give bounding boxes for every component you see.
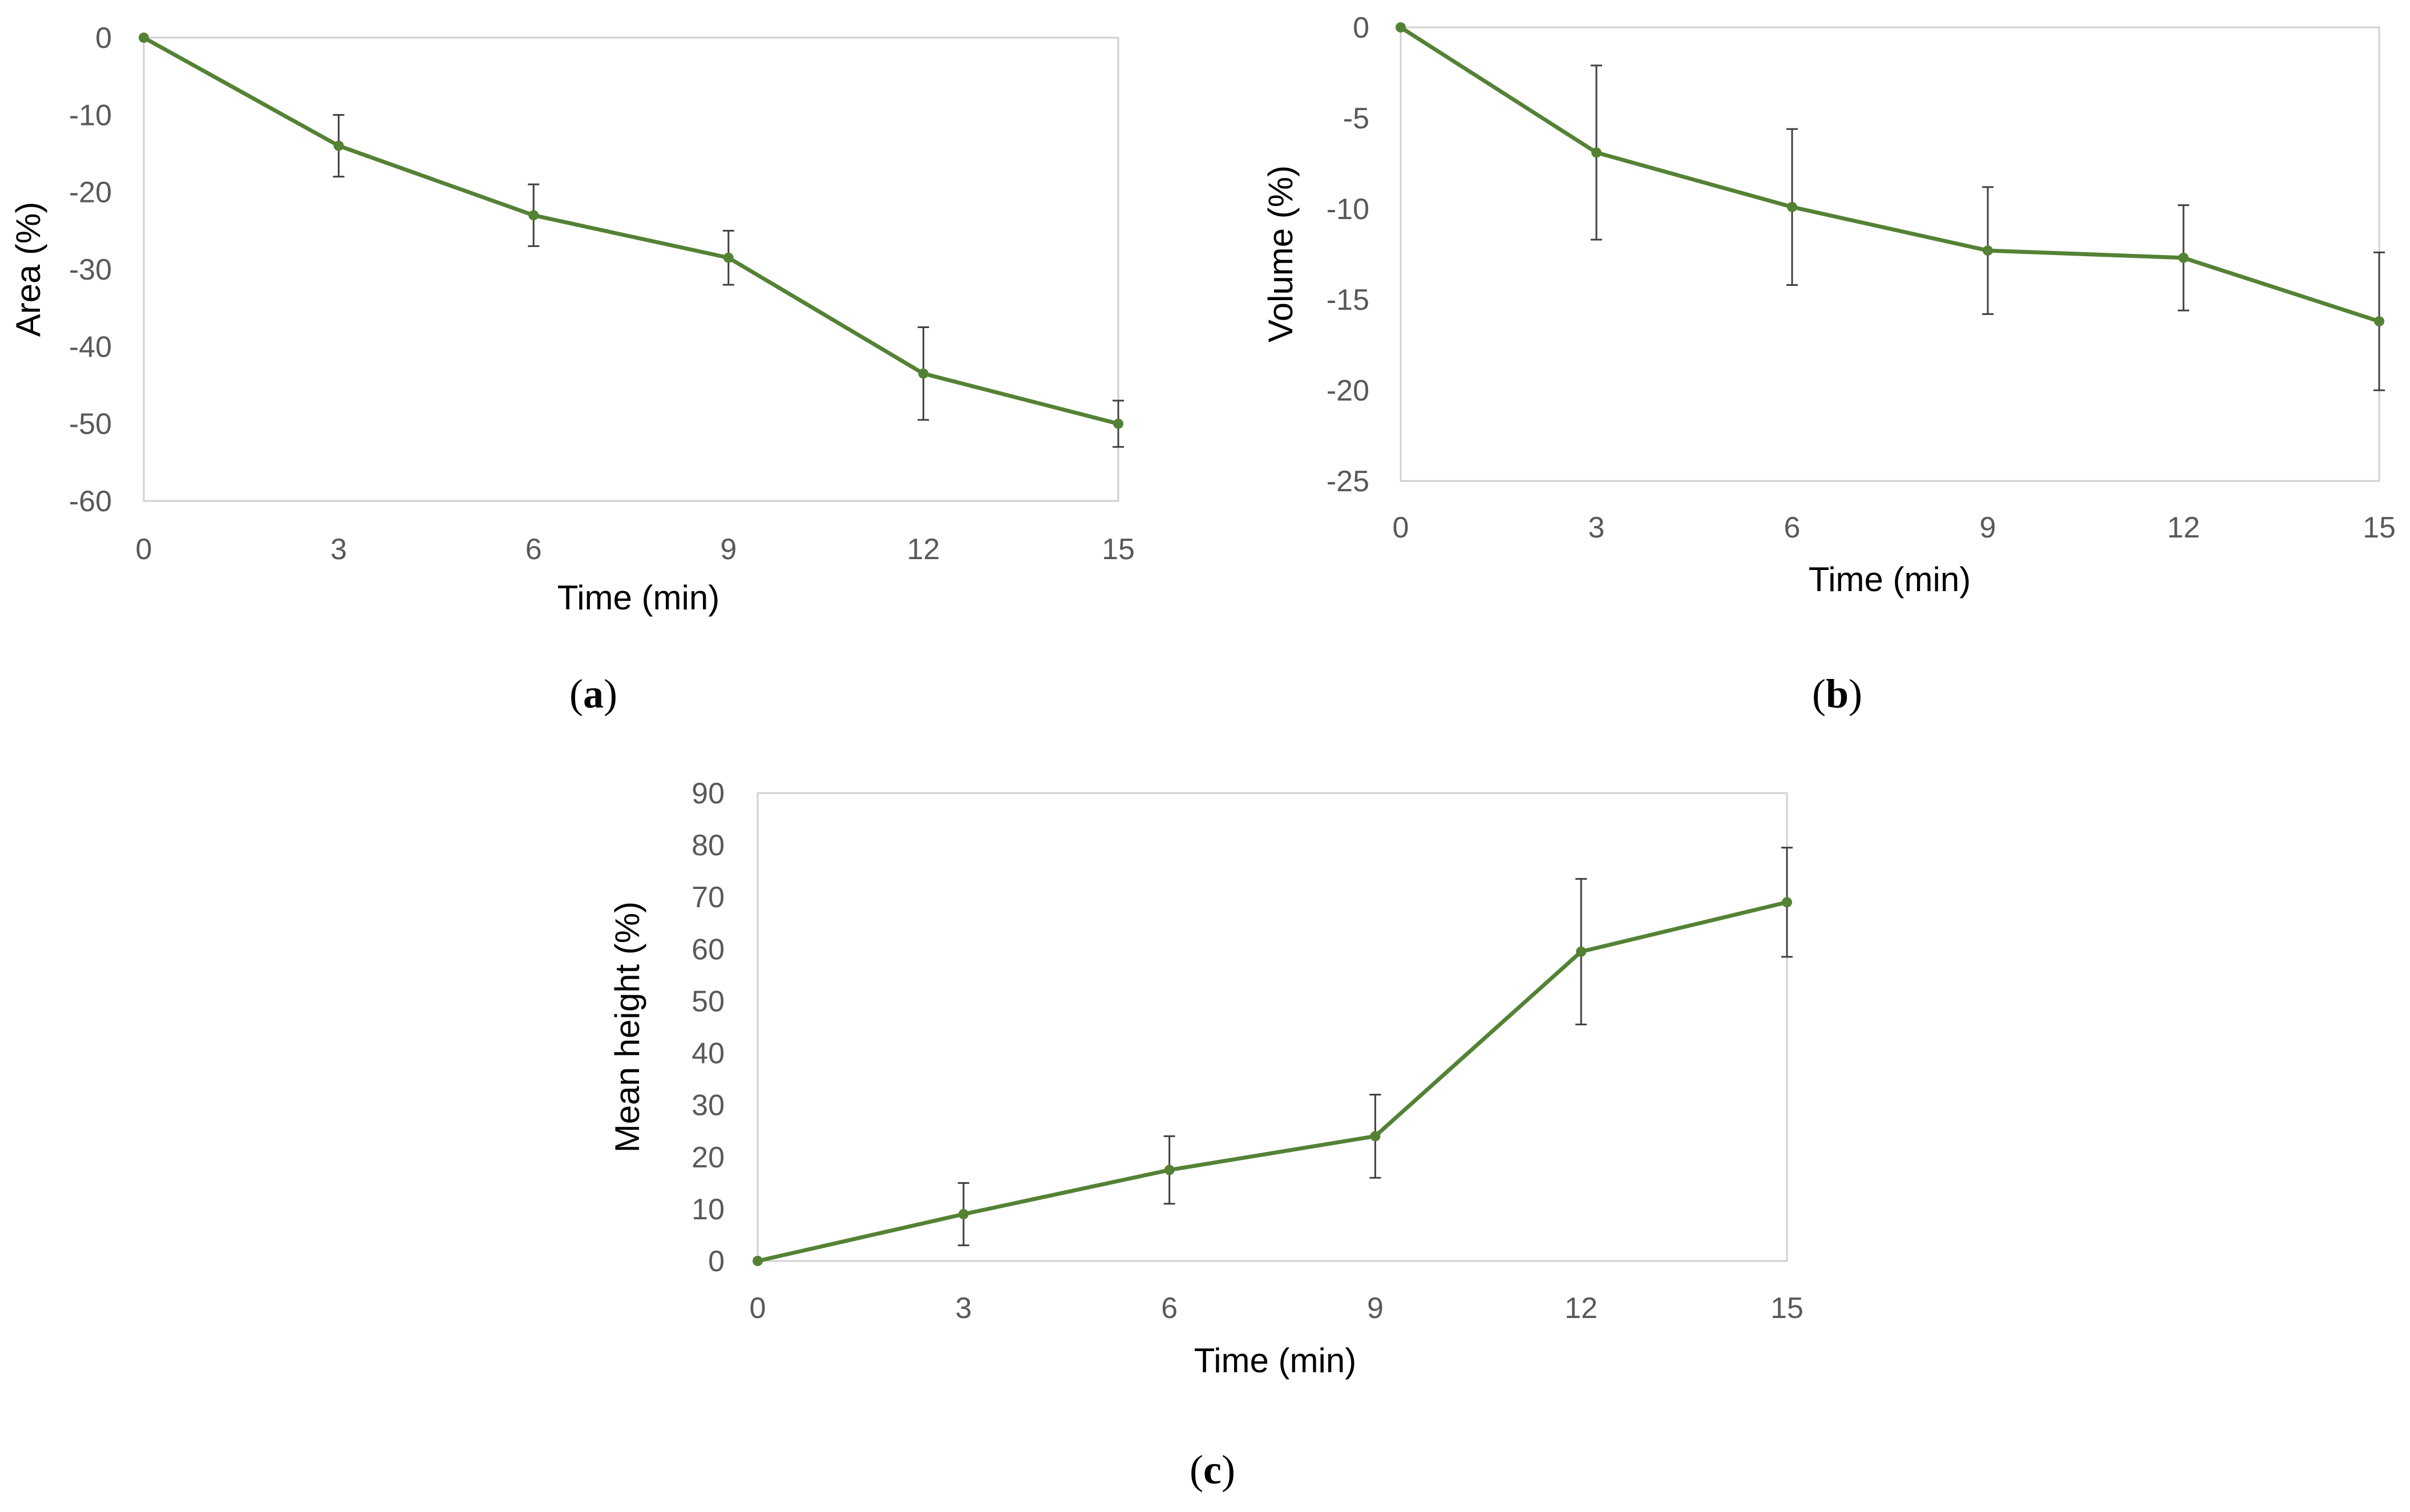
panel-caption: (a) <box>569 671 617 717</box>
x-tick-label: 9 <box>720 533 737 566</box>
data-point <box>2374 316 2384 327</box>
x-tick-label: 12 <box>1564 1292 1598 1325</box>
x-tick-label: 15 <box>1102 533 1135 566</box>
plot-area-frame <box>757 792 1788 1262</box>
x-tick-label: 6 <box>1161 1292 1178 1325</box>
caption-paren-close: ) <box>1849 671 1862 717</box>
y-tick-label: 0 <box>1353 11 1369 45</box>
x-tick-label: 15 <box>2363 511 2396 544</box>
plot-area-frame <box>143 37 1119 502</box>
plot-area-frame <box>1400 26 2380 482</box>
y-axis-title: Area (%) <box>9 202 47 337</box>
panel-caption: (b) <box>1812 671 1862 717</box>
caption-paren-open: ( <box>569 671 583 717</box>
data-point <box>528 210 539 221</box>
x-axis-title: Time (min) <box>557 579 719 617</box>
data-point <box>1396 22 1406 33</box>
data-point <box>1591 147 1602 158</box>
x-axis-title: Time (min) <box>1194 1341 1356 1380</box>
data-point <box>753 1256 763 1266</box>
y-tick-label: -15 <box>1327 284 1369 317</box>
y-tick-label: 70 <box>692 881 725 914</box>
data-point <box>1576 946 1587 957</box>
x-tick-label: 3 <box>330 533 347 566</box>
y-tick-label: 90 <box>692 777 725 810</box>
data-point <box>1782 897 1792 908</box>
data-point <box>1113 418 1123 429</box>
data-point <box>918 368 929 379</box>
series-line <box>1398 25 2381 324</box>
data-point <box>1983 245 1993 256</box>
caption-letter: a <box>583 671 604 717</box>
data-point <box>1164 1165 1175 1175</box>
y-tick-label: -40 <box>69 330 112 363</box>
x-tick-label: 12 <box>907 533 940 566</box>
y-tick-label: -10 <box>69 99 112 132</box>
data-point <box>1370 1131 1381 1142</box>
y-tick-label: 50 <box>692 985 725 1018</box>
y-tick-label: 30 <box>692 1089 725 1122</box>
y-tick-label: 40 <box>692 1037 725 1070</box>
data-point <box>958 1209 969 1219</box>
data-point <box>333 140 344 151</box>
y-tick-label: -60 <box>69 485 112 518</box>
x-tick-label: 9 <box>1980 511 1996 544</box>
y-tick-label: -10 <box>1327 193 1369 226</box>
y-tick-label: 20 <box>692 1141 725 1174</box>
y-tick-label: -20 <box>1327 374 1369 407</box>
chart-panel-b: 0 -5 -10 -15 -20 -25 0 3 6 9 12 15 Time (min) Volume … <box>1261 11 2396 717</box>
y-axis-title: Volume (%) <box>1261 165 1300 342</box>
x-tick-label: 0 <box>750 1292 766 1325</box>
x-tick-label: 3 <box>1588 511 1605 544</box>
y-tick-label: 80 <box>692 829 725 862</box>
y-tick-label: 10 <box>692 1193 725 1226</box>
series-line <box>141 35 1121 426</box>
x-axis-title: Time (min) <box>1809 560 1971 599</box>
chart-panel-a: 0 -10 -20 -30 -40 -50 -60 0 3 6 9 12 15 Time (min) Are… <box>9 22 1135 717</box>
data-point <box>723 252 734 263</box>
chart-panel-c: 0 10 20 30 40 50 60 70 80 90 0 3 6 9 12 15 Time (min) Mea… <box>608 777 1804 1493</box>
x-tick-label: 0 <box>136 533 152 566</box>
x-tick-label: 12 <box>2167 511 2200 544</box>
panel-caption: (c) <box>1190 1447 1235 1493</box>
caption-paren-open: ( <box>1812 671 1826 717</box>
caption-letter: b <box>1826 671 1849 717</box>
y-tick-label: -20 <box>69 176 112 209</box>
y-axis-title: Mean height (%) <box>608 901 646 1153</box>
caption-paren-open: ( <box>1190 1447 1203 1493</box>
x-tick-label: 6 <box>1784 511 1801 544</box>
y-tick-label: -25 <box>1327 465 1369 498</box>
caption-letter: c <box>1203 1447 1222 1493</box>
caption-paren-close: ) <box>604 671 617 717</box>
data-point <box>139 33 149 43</box>
x-tick-label: 6 <box>525 533 542 566</box>
x-tick-label: 9 <box>1367 1292 1384 1325</box>
y-tick-label: 60 <box>692 933 725 966</box>
data-point <box>2178 252 2189 263</box>
x-tick-label: 0 <box>1393 511 1409 544</box>
y-tick-label: 0 <box>95 22 112 55</box>
y-tick-label: 0 <box>708 1245 725 1278</box>
y-tick-label: -50 <box>69 408 112 441</box>
y-tick-label: -30 <box>69 253 112 286</box>
x-tick-label: 15 <box>1770 1292 1804 1325</box>
series-line <box>755 900 1789 1263</box>
caption-paren-close: ) <box>1222 1447 1235 1493</box>
x-tick-label: 3 <box>955 1292 972 1325</box>
data-point <box>1787 201 1797 212</box>
y-tick-label: -5 <box>1343 102 1369 135</box>
